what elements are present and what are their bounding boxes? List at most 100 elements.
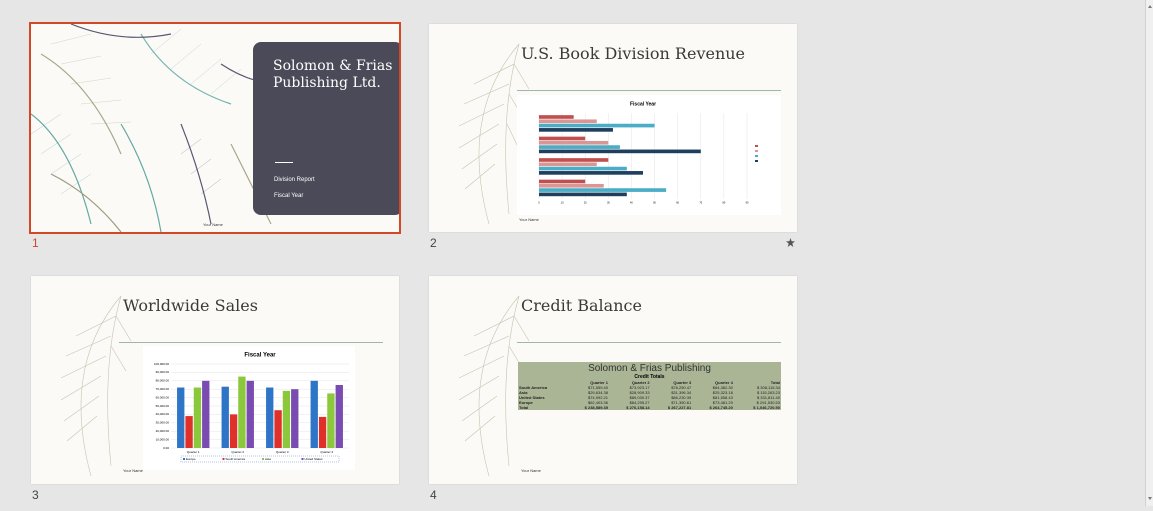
y-tick-label: 0.00 — [163, 446, 169, 450]
bar — [539, 171, 643, 175]
table-cell: $ 308,115.34 — [756, 385, 780, 390]
feather — [458, 43, 530, 225]
x-tick-label: Quarter 4 — [320, 450, 333, 454]
legend-swatch — [301, 458, 304, 460]
table-cell: $25,323.18 — [712, 390, 733, 395]
feather-background — [31, 24, 282, 232]
x-tick-label: 80 — [722, 202, 725, 205]
x-tick-label: Quarter 2 — [231, 450, 244, 454]
bar — [274, 410, 282, 448]
divider — [517, 342, 781, 343]
subtitle: Fiscal Year — [274, 193, 304, 199]
feather — [458, 295, 530, 477]
bar — [539, 188, 667, 192]
table-cell: $28,909.33 — [629, 390, 650, 395]
bar — [539, 115, 574, 119]
header-cell: Quarter 1 — [590, 380, 608, 385]
table-cell: Europe — [519, 400, 533, 405]
scrollbar[interactable] — [1145, 0, 1153, 506]
bar — [539, 145, 620, 149]
divider — [275, 162, 293, 163]
legend-label: South America — [226, 457, 246, 461]
slide-thumbnail[interactable]: Worldwide Sales Fiscal Year 0.00 10,000.00… — [31, 276, 399, 484]
table-cell: $84,295.27 — [629, 400, 650, 405]
legend-swatch — [183, 458, 185, 460]
slide-title: U.S. Book Division Revenue — [521, 44, 746, 63]
x-tick-label: Quarter 3 — [276, 450, 289, 454]
y-tick-label: 90,000.00 — [156, 370, 170, 374]
slide-number: 4 — [430, 488, 437, 502]
slide-title: Credit Balance — [521, 296, 642, 315]
table-cell: $81,558.43 — [712, 395, 733, 400]
table-cell: $71,350.61 — [671, 400, 692, 405]
table-cell: Asia — [519, 390, 528, 395]
table-cell: $ 267,227.81 — [667, 405, 692, 410]
table-cell: $71,559.40 — [587, 385, 608, 390]
legend-label: Asia — [265, 457, 271, 461]
slide-thumbnail[interactable]: Solomon & Frias Publishing Ltd. Division… — [29, 22, 401, 234]
table-row: South America $71,559.40 $73,923.17 $78,250… — [518, 385, 781, 390]
transition-icon[interactable] — [786, 238, 795, 247]
footer: Your Name — [123, 468, 143, 473]
bar — [539, 192, 627, 197]
slide-number: 1 — [32, 236, 39, 250]
legend-swatch — [755, 150, 758, 152]
table-cell: $73,923.17 — [629, 385, 650, 390]
header-row: Quarter 1 Quarter 2 Quarter 3 Quarter 4 Tota… — [518, 380, 781, 385]
table-cell: $78,250.47 — [671, 385, 692, 390]
legend-swatch — [755, 160, 758, 162]
table-cell: $84,382.30 — [712, 385, 733, 390]
table-cell: $ 238,589.35 — [584, 405, 608, 410]
x-tick-label: 50 — [653, 202, 656, 205]
x-tick-label: 10 — [561, 202, 564, 205]
header-cell: Total — [770, 380, 780, 385]
bar — [539, 149, 701, 154]
table-title: Solomon & Frias Publishing — [588, 363, 711, 374]
legend-label: Europe — [186, 457, 196, 461]
y-tick-label: 40,000.00 — [156, 412, 170, 416]
bar — [246, 380, 254, 448]
bar — [310, 380, 318, 448]
table-row: Total $ 238,589.35 $ 276,158.14 $ 267,227.8… — [518, 405, 781, 410]
table: Quarter 1 Quarter 2 Quarter 3 Quarter 4 Tota… — [518, 380, 781, 410]
slide-thumbnail[interactable]: Credit Balance Solomon & Frias Publishin… — [429, 276, 797, 484]
table-cell: $73,481.29 — [712, 400, 733, 405]
y-tick-label: 60,000.00 — [156, 395, 170, 399]
table-row: Asia $29,634.38 $28,909.33 $31,396.34 $25,32… — [518, 390, 781, 395]
slide-number: 2 — [430, 236, 437, 250]
x-tick-label: 60 — [676, 202, 679, 205]
legend-swatch — [755, 155, 758, 157]
table-cell: $89,030.37 — [629, 395, 650, 400]
divider — [119, 342, 383, 343]
table-subtitle: Credit Totals — [634, 374, 665, 380]
slide-title: Solomon & Frias Publishing Ltd. — [273, 58, 393, 91]
table-cell: $86,230.39 — [671, 395, 692, 400]
chart: Fiscal Year 0.00 10,000.00 20,000.00 30,000.… — [143, 346, 355, 470]
bar — [539, 162, 597, 167]
legend-swatch — [262, 458, 264, 460]
bar — [318, 416, 327, 448]
x-tick-label: 40 — [630, 202, 633, 205]
legend-label: United States — [305, 457, 324, 461]
bar — [185, 416, 193, 448]
table-cell: $ 331,811.40 — [756, 395, 780, 400]
header-cell: Quarter 2 — [631, 380, 650, 385]
bar — [291, 389, 299, 448]
header-cell: Quarter 3 — [673, 380, 692, 385]
y-tick-label: 100,000.00 — [154, 362, 169, 366]
subtitle: Division Report — [274, 177, 315, 183]
bar — [238, 376, 246, 448]
table-cell: $62,403.36 — [587, 400, 608, 405]
legend-swatch — [755, 145, 758, 147]
y-tick-label: 80,000.00 — [156, 379, 170, 383]
table-cell: $ 264,745.20 — [709, 405, 733, 410]
slide-thumbnail[interactable]: U.S. Book Division Revenue Fiscal Year 0 1… — [429, 24, 797, 232]
table-cell: $ 276,158.14 — [626, 405, 650, 410]
bar — [202, 380, 210, 448]
x-tick-label: 90 — [746, 202, 749, 205]
divider — [517, 90, 781, 91]
credit-table: Solomon & Frias Publishing Credit Totals… — [518, 362, 781, 410]
scroll-arrows — [1148, 5, 1152, 500]
table-cell: South America — [519, 385, 548, 390]
